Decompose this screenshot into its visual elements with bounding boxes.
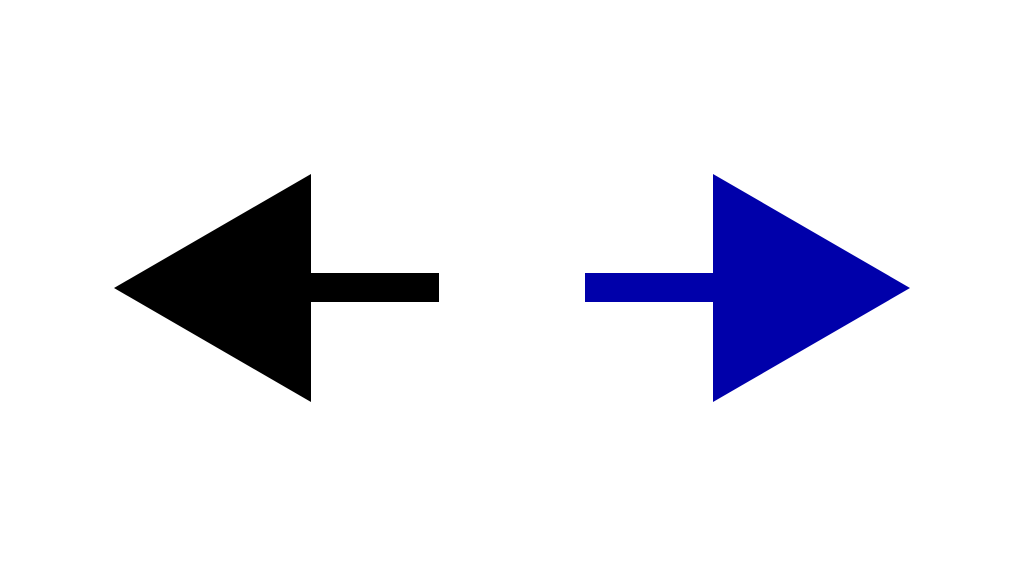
left-arrow-shaft <box>310 273 439 302</box>
right-arrow-head <box>713 174 910 402</box>
arrow-left-icon <box>114 174 439 402</box>
arrow-right-icon <box>585 174 910 402</box>
right-arrow-shaft <box>585 273 714 302</box>
left-arrow-head <box>114 174 311 402</box>
